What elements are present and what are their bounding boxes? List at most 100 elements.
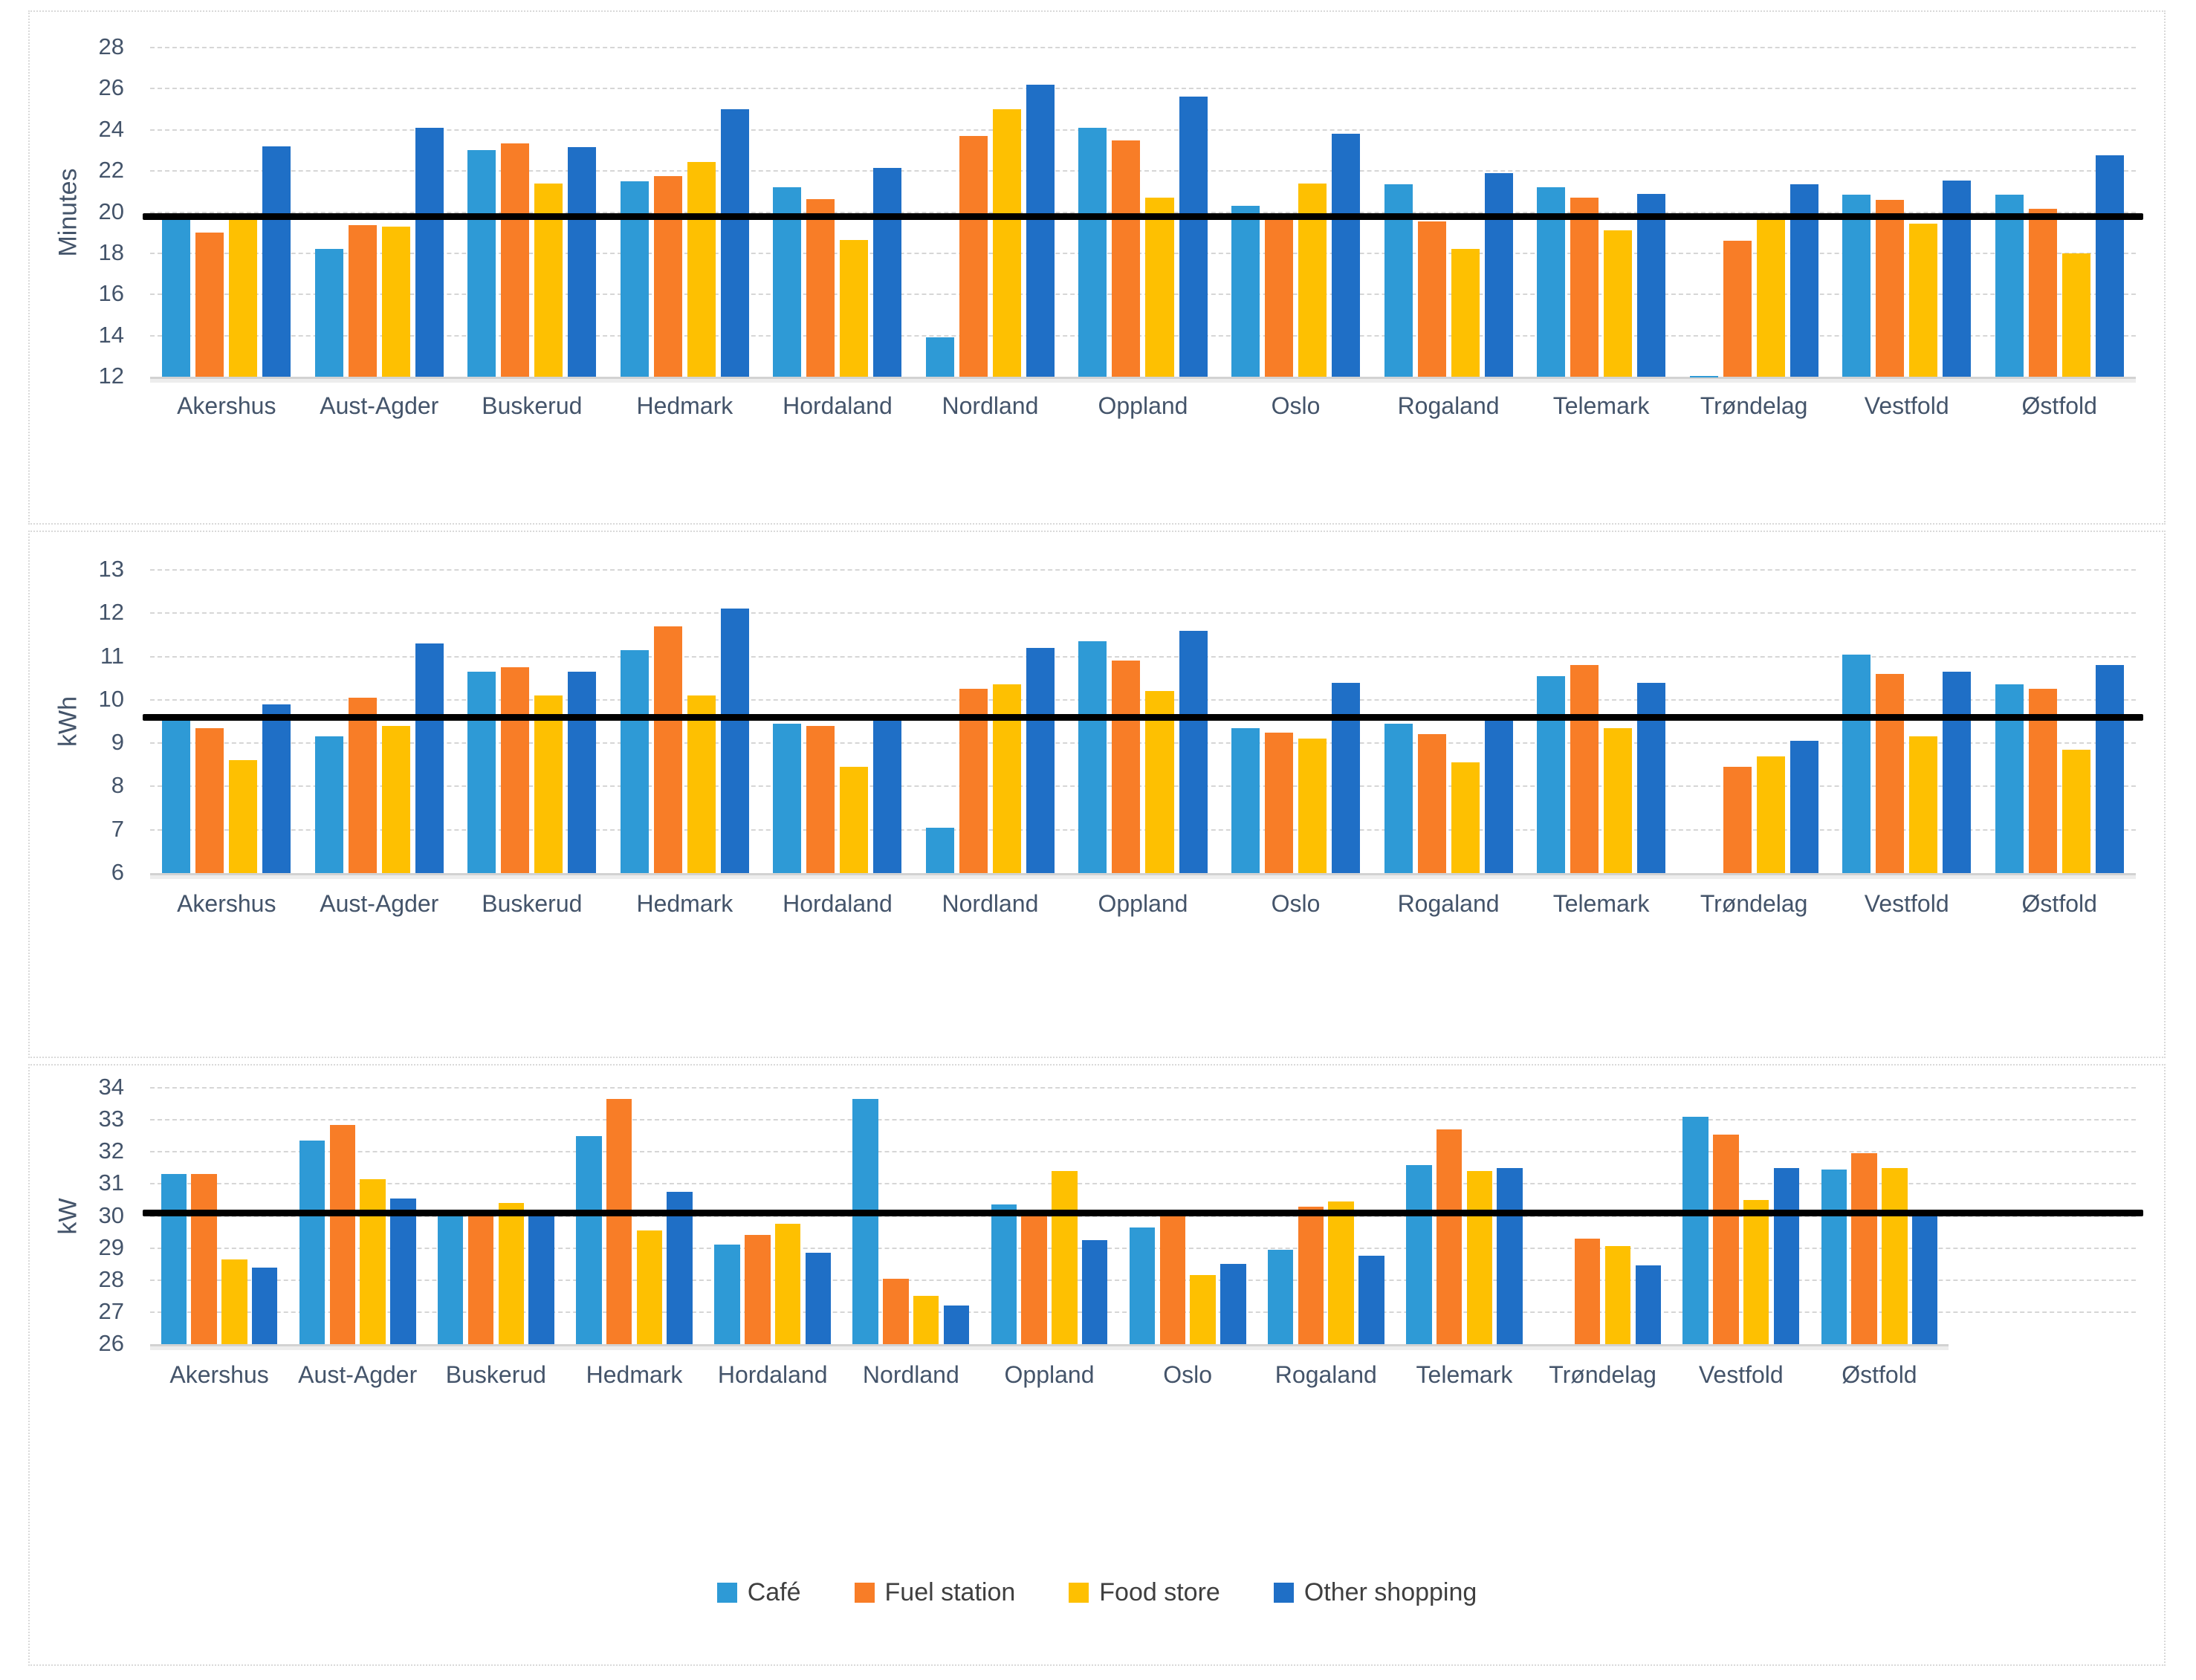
bar-other-shopping	[667, 1192, 693, 1344]
y-tick-label: 11	[100, 642, 124, 669]
y-tick-label: 28	[98, 1265, 124, 1292]
bar-other-shopping	[568, 671, 597, 873]
gridline	[150, 293, 2136, 296]
bar-café	[1995, 684, 2024, 873]
bar-food-store	[1882, 1167, 1908, 1344]
bar-food-store	[1466, 1171, 1493, 1344]
axis-floor-strip	[150, 379, 2136, 383]
bar-fuel-station	[2028, 209, 2057, 377]
y-tick-label: 12	[98, 363, 124, 389]
x-category-label: Nordland	[862, 1361, 959, 1388]
bar-other-shopping	[1943, 180, 1972, 377]
bar-fuel-station	[329, 1124, 356, 1344]
x-category-label: Oppland	[1004, 1361, 1095, 1388]
legend-swatch-icon	[854, 1583, 875, 1603]
legend-item-café: Café	[716, 1578, 801, 1607]
gridline	[150, 698, 2136, 701]
bar-food-store	[1298, 183, 1327, 377]
bar-fuel-station	[1851, 1153, 1877, 1344]
bar-food-store	[840, 239, 869, 377]
bar-café	[620, 181, 649, 377]
bar-fuel-station	[1723, 767, 1752, 873]
bar-fuel-station	[1265, 732, 1294, 873]
y-tick-label: 26	[98, 1330, 124, 1356]
y-tick-label: 28	[98, 33, 124, 59]
bar-other-shopping	[1026, 84, 1055, 377]
bar-fuel-station	[606, 1099, 632, 1344]
bar-food-store	[1604, 230, 1633, 377]
gridline	[150, 1151, 2136, 1153]
bar-other-shopping	[415, 643, 444, 873]
x-category-label: Akershus	[177, 890, 276, 917]
bar-other-shopping	[1789, 741, 1818, 873]
bar-food-store	[2061, 253, 2090, 377]
y-tick-label: 6	[111, 859, 124, 885]
bar-fuel-station	[806, 198, 835, 377]
bar-food-store	[636, 1230, 663, 1344]
bar-fuel-station	[1112, 661, 1141, 873]
bar-food-store	[221, 1259, 247, 1344]
x-axis-line	[150, 377, 2136, 379]
bar-fuel-station	[959, 136, 988, 377]
y-tick-label: 18	[98, 239, 124, 265]
bar-café	[1842, 194, 1871, 377]
bar-other-shopping	[415, 127, 444, 377]
bar-food-store	[1743, 1199, 1769, 1344]
y-tick-label: 8	[111, 772, 124, 799]
y-tick-label: 27	[98, 1297, 124, 1324]
gridline	[150, 88, 2136, 90]
bar-fuel-station	[1112, 140, 1141, 377]
bar-café	[1231, 727, 1260, 873]
x-category-label: Østfold	[2021, 890, 2097, 917]
x-category-label: Vestfold	[1864, 890, 1949, 917]
x-category-label: Østfold	[1842, 1361, 1917, 1388]
gridline	[150, 47, 2136, 48]
bar-other-shopping	[1179, 630, 1208, 873]
bar-other-shopping	[2095, 155, 2124, 377]
x-category-label: Akershus	[169, 1361, 269, 1388]
x-axis-line	[150, 1344, 1949, 1346]
bar-café	[991, 1204, 1017, 1344]
bar-other-shopping	[873, 167, 902, 377]
x-category-label: Telemark	[1552, 392, 1650, 419]
bar-other-shopping	[262, 146, 291, 377]
bar-food-store	[992, 109, 1021, 377]
bar-café	[1129, 1227, 1156, 1344]
y-tick-label: 32	[98, 1138, 124, 1164]
x-category-label: Hordaland	[717, 1361, 828, 1388]
x-category-label: Oppland	[1098, 890, 1188, 917]
bar-other-shopping	[528, 1214, 554, 1344]
gridline	[150, 569, 2136, 571]
x-category-label: Vestfold	[1698, 1361, 1784, 1388]
kw-chart: kW 34 33 32 31 30 29 28 27 26 Akershus Aust-Agder B…	[28, 1064, 2166, 1666]
y-tick-label: 7	[111, 815, 124, 842]
legend-swatch-icon	[1273, 1583, 1294, 1603]
bar-other-shopping	[720, 109, 749, 377]
x-category-label: Aust-Agder	[320, 890, 439, 917]
y-tick-label: 24	[98, 115, 124, 142]
bar-food-store	[534, 183, 563, 377]
gridline	[150, 742, 2136, 745]
bar-food-store	[1451, 249, 1480, 377]
x-category-label: Oslo	[1271, 392, 1321, 419]
bar-fuel-station	[1298, 1206, 1324, 1344]
bar-food-store	[229, 218, 258, 377]
average-reference-line	[143, 213, 2143, 221]
bar-café	[1682, 1116, 1708, 1344]
bar-café	[620, 649, 649, 873]
bar-fuel-station	[501, 667, 530, 873]
gridline	[150, 334, 2136, 337]
bar-other-shopping	[1484, 172, 1513, 377]
y-tick-label: 13	[98, 556, 124, 582]
bar-other-shopping	[390, 1198, 416, 1344]
bar-fuel-station	[195, 233, 224, 377]
bar-food-store	[992, 684, 1021, 873]
y-tick-label: 29	[98, 1233, 124, 1260]
legend-label: Fuel station	[884, 1578, 1016, 1606]
bar-fuel-station	[653, 626, 682, 873]
bar-café	[467, 150, 496, 377]
bar-fuel-station	[653, 176, 682, 377]
bar-food-store	[229, 760, 258, 873]
gridline	[150, 170, 2136, 172]
